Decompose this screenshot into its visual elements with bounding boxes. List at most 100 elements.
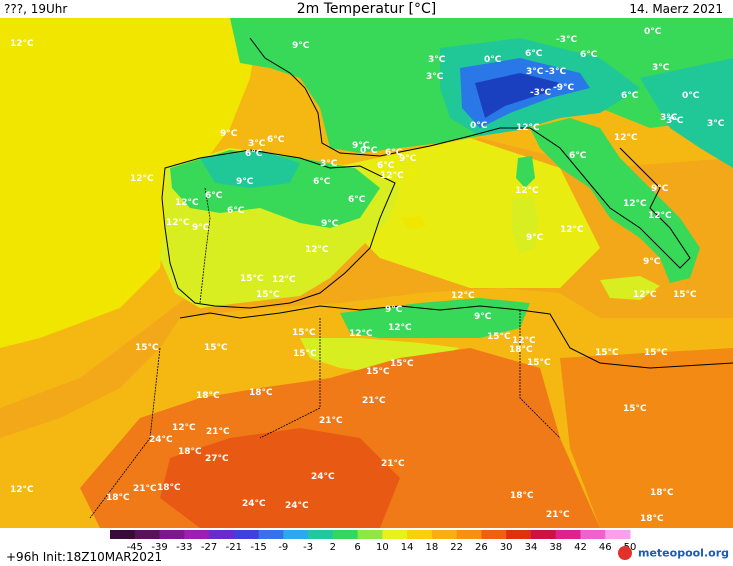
legend-swatch bbox=[184, 530, 210, 539]
legend-swatch bbox=[555, 530, 581, 539]
footer-bar: -45 -39 -33 -27 -21 -15 -9 -3 2 6 10 14 18 22 26 30 34 38… bbox=[0, 528, 733, 566]
temperature-label: 15°C bbox=[527, 358, 551, 368]
temperature-label: 12°C bbox=[130, 174, 154, 184]
legend-tick-label: 26 bbox=[475, 542, 488, 553]
temperature-label: 21°C bbox=[206, 427, 230, 437]
temperature-label: 3°C bbox=[660, 113, 678, 123]
temperature-label: 15°C bbox=[390, 359, 414, 369]
temperature-label: 9°C bbox=[385, 305, 403, 315]
temperature-label: 12°C bbox=[633, 290, 657, 300]
temperature-label: 6°C bbox=[569, 151, 587, 161]
temperature-label: 15°C bbox=[240, 274, 264, 284]
temperature-label: 12°C bbox=[451, 291, 475, 301]
temperature-label: 18°C bbox=[178, 447, 202, 457]
legend-swatch bbox=[530, 530, 557, 539]
brand-label: meteopool.org bbox=[638, 546, 729, 560]
temperature-label: 18°C bbox=[510, 491, 534, 501]
sicily bbox=[600, 276, 660, 300]
temperature-label: 6°C bbox=[313, 177, 331, 187]
alps-dark bbox=[475, 73, 560, 118]
legend-swatch bbox=[258, 530, 284, 539]
temperature-label: 27°C bbox=[205, 454, 229, 464]
legend-swatch bbox=[481, 530, 507, 539]
header-run-label: ???, 19Uhr bbox=[4, 2, 68, 16]
temperature-label: 9°C bbox=[220, 129, 238, 139]
temperature-label: 6°C bbox=[525, 49, 543, 59]
temperature-label: 3°C bbox=[526, 67, 544, 77]
temperature-label: 21°C bbox=[319, 416, 343, 426]
temperature-label: 18°C bbox=[650, 488, 674, 498]
temperature-label: 18°C bbox=[157, 483, 181, 493]
temperature-label: 15°C bbox=[135, 343, 159, 353]
legend-swatch bbox=[382, 530, 408, 539]
legend-tick-label: -21 bbox=[226, 542, 242, 553]
temperature-label: 6°C bbox=[621, 91, 639, 101]
legend-tick-label: -15 bbox=[250, 542, 266, 553]
temperature-label: 6°C bbox=[580, 50, 598, 60]
temperature-label: 15°C bbox=[256, 290, 280, 300]
legend-swatch bbox=[209, 530, 235, 539]
temperature-label: 12°C bbox=[175, 198, 199, 208]
legend-tick-label: 18 bbox=[426, 542, 439, 553]
temperature-label: 9°C bbox=[651, 184, 669, 194]
temperature-label: 18°C bbox=[196, 391, 220, 401]
temperature-label: 12°C bbox=[349, 329, 373, 339]
legend-swatch bbox=[580, 530, 606, 539]
legend-tick-label: 46 bbox=[599, 542, 612, 553]
sahara-deep bbox=[160, 428, 400, 528]
legend-tick-label: -45 bbox=[127, 542, 143, 553]
legend-tick-label: -9 bbox=[278, 542, 288, 553]
temperature-label: -9°C bbox=[553, 83, 574, 93]
temperature-label: 12°C bbox=[10, 39, 34, 49]
temperature-label: 15°C bbox=[366, 367, 390, 377]
temperature-label: 24°C bbox=[149, 435, 173, 445]
temperature-label: 15°C bbox=[595, 348, 619, 358]
temperature-label: 6°C bbox=[377, 161, 395, 171]
color-legend: -45 -39 -33 -27 -21 -15 -9 -3 2 6 10 14 18 22 26 30 34 38… bbox=[110, 530, 636, 553]
temperature-label: 12°C bbox=[272, 275, 296, 285]
atlas-green bbox=[340, 298, 530, 338]
temperature-label: 12°C bbox=[388, 323, 412, 333]
coastlines bbox=[161, 37, 733, 369]
legend-swatch bbox=[456, 530, 482, 539]
temperature-label: 12°C bbox=[172, 423, 196, 433]
legend-tick-label: 30 bbox=[500, 542, 513, 553]
temperature-label: 15°C bbox=[673, 290, 697, 300]
temperature-label: 3°C bbox=[652, 63, 670, 73]
temperature-label: 18°C bbox=[249, 388, 273, 398]
brand-icon bbox=[618, 546, 633, 560]
temperature-label: 3°C bbox=[707, 119, 725, 129]
temperature-label: 12°C bbox=[516, 123, 540, 133]
temperature-label: 3°C bbox=[666, 116, 684, 126]
temperature-label: -3°C bbox=[530, 88, 551, 98]
meteopool-logo[interactable]: meteopool.org bbox=[618, 546, 729, 564]
temperature-label: 0°C bbox=[484, 55, 502, 65]
temperature-label: 12°C bbox=[648, 211, 672, 221]
temperature-label: 24°C bbox=[242, 499, 266, 509]
temperature-label: 12°C bbox=[512, 336, 536, 346]
legend-tick-label: -33 bbox=[176, 542, 192, 553]
temperature-label: 6°C bbox=[227, 206, 245, 216]
iberia-cyan bbox=[200, 150, 300, 188]
legend-tick-label: 34 bbox=[525, 542, 538, 553]
temperature-label: 9°C bbox=[399, 154, 417, 164]
temperature-label: 15°C bbox=[204, 343, 228, 353]
temperature-label: 18°C bbox=[106, 493, 130, 503]
temperature-label: 0°C bbox=[360, 146, 378, 156]
temperature-label: 15°C bbox=[623, 404, 647, 414]
temperature-label: 15°C bbox=[487, 332, 511, 342]
temperature-label: 9°C bbox=[236, 177, 254, 187]
temperature-label: 9°C bbox=[352, 141, 370, 151]
temperature-label: 3°C bbox=[320, 159, 338, 169]
balearic-islands bbox=[400, 216, 426, 230]
temperature-map: 12°C 9°C3°C0°C6°C-3°C6°C0°C3°C 3°C -3°C-9°C… bbox=[0, 18, 733, 528]
temperature-label: 6°C bbox=[348, 195, 366, 205]
legend-tick-label: -39 bbox=[151, 542, 167, 553]
legend-tick-label: 14 bbox=[401, 542, 414, 553]
temperature-label: 21°C bbox=[362, 396, 386, 406]
legend-swatch bbox=[605, 530, 631, 539]
legend-swatch bbox=[233, 530, 260, 539]
legend-swatch bbox=[332, 530, 359, 539]
legend-swatch bbox=[159, 530, 185, 539]
legend-tick-label: -3 bbox=[303, 542, 313, 553]
